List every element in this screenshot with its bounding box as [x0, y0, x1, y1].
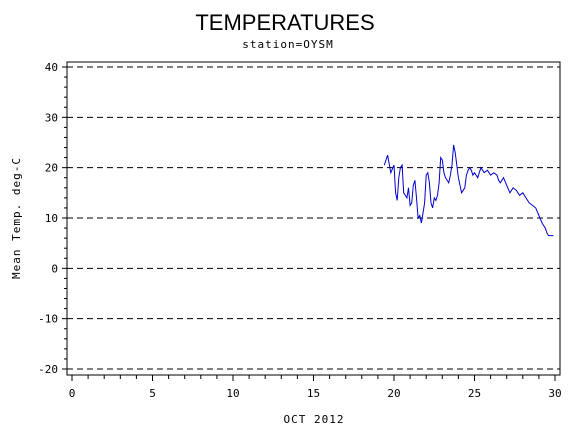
y-axis: -20 -10 0 10 20 30 40	[38, 61, 67, 376]
series-line	[383, 144, 554, 237]
x-tick-label: 25	[468, 387, 481, 400]
y-tick-label: 30	[45, 111, 58, 124]
x-tick-label: 30	[548, 387, 561, 400]
y-tick-label: -10	[38, 313, 58, 326]
x-tick-label: 15	[307, 387, 320, 400]
x-axis-label: OCT 2012	[284, 413, 345, 426]
gridlines	[67, 66, 560, 370]
chart-subtitle: station=OYSM	[242, 38, 333, 51]
x-tick-label: 0	[69, 387, 76, 400]
y-axis-label: Mean Temp. deg-C	[10, 157, 23, 279]
x-tick-label: 5	[149, 387, 156, 400]
x-tick-label: 10	[226, 387, 239, 400]
y-tick-label: 10	[45, 212, 58, 225]
chart-title: TEMPERATURES	[195, 10, 374, 35]
x-tick-label: 20	[387, 387, 400, 400]
y-tick-label: 20	[45, 162, 58, 175]
series-layer	[383, 144, 554, 237]
y-tick-label: -20	[38, 363, 58, 376]
x-axis: 0 5 10 15 20 25 30	[69, 375, 562, 400]
y-tick-label: 0	[51, 262, 58, 275]
y-tick-label: 40	[45, 61, 58, 74]
